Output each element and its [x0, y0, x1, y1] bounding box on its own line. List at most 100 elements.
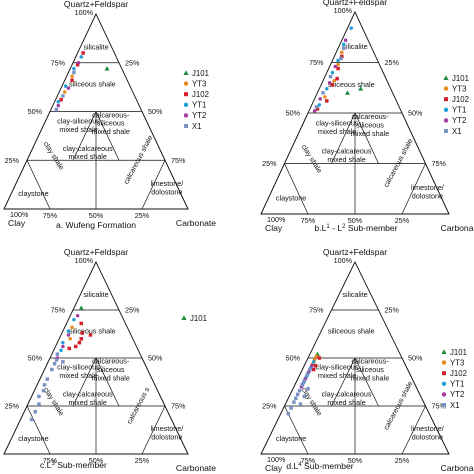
point-j101	[104, 66, 110, 71]
region-siliceous-shale: siliceous shale	[69, 80, 116, 89]
region-claystone: claystone	[276, 193, 306, 202]
point-yt1	[336, 58, 340, 63]
point-x1	[305, 373, 309, 378]
legend-marker-yt3	[443, 86, 449, 91]
tick-right-2: 50%	[408, 109, 423, 118]
region-clay-siliceous: clay-siliceous mixed shale	[57, 363, 100, 380]
region-calcareous-shale: calcareous s	[125, 385, 152, 425]
division-line	[260, 163, 285, 215]
point-x1	[298, 402, 303, 406]
region-calcareous-siliceous: calcareous-siliceous mixed shale	[351, 112, 389, 138]
division-line	[141, 357, 166, 407]
point-j102	[313, 363, 318, 368]
point-j102	[75, 62, 80, 67]
point-yt3	[70, 74, 74, 79]
point-yt1	[56, 100, 61, 104]
division-line	[164, 160, 189, 210]
point-j102	[336, 66, 340, 71]
legend-marker-yt2	[441, 392, 447, 397]
corner-percent-top: 100%	[334, 256, 353, 265]
corner-percent-left: 100%	[267, 455, 286, 464]
point-x1	[302, 379, 306, 383]
legend-label-yt2: YT2	[452, 116, 466, 125]
region-limestone: limestone/dolostone	[150, 424, 183, 441]
point-x1	[33, 410, 38, 414]
legend-marker-yt3	[441, 360, 447, 365]
point-yt2	[66, 333, 71, 337]
legend-marker-yt1	[183, 102, 189, 108]
division-line	[26, 160, 51, 210]
tick-bottom-2: 50%	[348, 456, 363, 465]
division-line	[354, 357, 379, 407]
division-line	[401, 112, 426, 164]
division-line	[401, 357, 426, 407]
tick-right-1: 25%	[125, 306, 140, 315]
division-line	[331, 112, 356, 164]
region-clay-calcareous: clay-calcareous mixed shale	[63, 390, 113, 407]
point-yt1	[349, 26, 353, 30]
region-clay-siliceous: clay-siliceous mixed shale	[316, 363, 359, 380]
point-x1	[295, 392, 300, 397]
point-x1	[306, 386, 310, 391]
division-line	[72, 111, 97, 161]
tick-right-3: 75%	[171, 402, 186, 411]
region-clay-calcareous: clay-calcareous mixed shale	[63, 144, 113, 161]
tick-bottom-2: 50%	[348, 216, 363, 225]
point-j101	[78, 305, 84, 310]
tick-bottom-1: 75%	[43, 456, 58, 465]
region-silicalite: silicalite	[83, 290, 108, 299]
tick-bottom-3: 25%	[395, 456, 410, 465]
point-x1	[55, 352, 60, 356]
corner-percent-top: 100%	[334, 6, 353, 15]
region-clay-calcareous: clay-calcareous mixed shale	[322, 147, 372, 164]
point-j102	[325, 99, 329, 103]
apex-label-top: Quartz+Feldspar	[323, 0, 387, 7]
point-x1	[61, 360, 65, 364]
point-x1	[42, 383, 47, 387]
legend-marker-j101	[183, 70, 189, 75]
legend-marker-j102	[184, 92, 188, 97]
panel-caption: a. Wufeng Formation	[56, 220, 136, 230]
ternary-panel-2: silicalite siliceous shale calcareous-sili…	[260, 0, 474, 233]
point-yt1	[61, 340, 65, 345]
legend-label-j102: J102	[452, 95, 469, 104]
legend-marker-j101	[181, 315, 187, 320]
point-yt2	[333, 64, 338, 69]
tick-left-2: 50%	[28, 354, 43, 363]
region-claystone: claystone	[18, 189, 48, 198]
point-yt1	[79, 55, 84, 59]
point-j102	[317, 356, 322, 360]
point-x1	[37, 402, 41, 406]
point-x1	[54, 358, 59, 362]
point-yt3	[340, 50, 344, 55]
legend-marker-x1	[442, 403, 446, 407]
apex-label-top: Quartz+Feldspar	[64, 247, 128, 257]
legend-label-yt1: YT1	[450, 380, 464, 389]
legend-label-x1: X1	[450, 401, 460, 410]
tick-right-3: 75%	[171, 156, 186, 165]
ternary-panel-3: silicalite siliceous shale calcareous-sili…	[3, 247, 216, 473]
apex-label-left: Clay	[8, 218, 26, 228]
region-limestone: limestone/dolostone	[411, 183, 444, 200]
legend-label-yt2: YT2	[192, 111, 206, 120]
tick-left-2: 50%	[286, 354, 301, 363]
point-j102	[59, 98, 63, 102]
division-line	[425, 163, 450, 215]
division-line	[26, 405, 51, 455]
legend-label-j102: J102	[192, 90, 209, 99]
division-line	[284, 357, 309, 407]
point-j102	[80, 331, 84, 335]
point-yt3	[336, 62, 340, 67]
point-x1	[72, 70, 76, 75]
region-siliceous-shale: siliceous shale	[69, 327, 116, 336]
tick-left-2: 50%	[286, 109, 301, 118]
region-silicalite: silicalite	[83, 43, 108, 52]
tick-left-3: 25%	[5, 402, 20, 411]
division-line	[141, 111, 166, 161]
division-line	[95, 111, 120, 161]
division-line	[284, 163, 309, 215]
legend-label-j101: J101	[190, 314, 207, 323]
division-line	[141, 405, 166, 455]
point-yt2	[327, 80, 332, 85]
